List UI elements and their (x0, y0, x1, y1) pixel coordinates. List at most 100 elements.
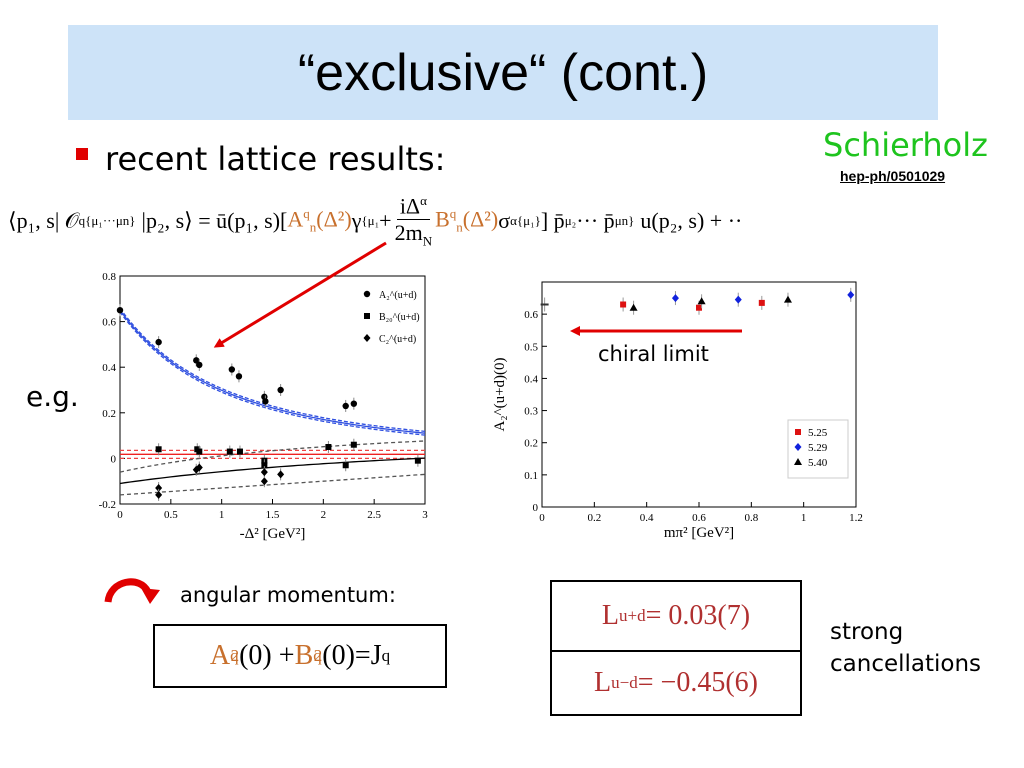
data-point (260, 477, 268, 486)
x-axis-label: mπ² [GeV²] (664, 525, 734, 541)
data-point (342, 402, 349, 410)
x-tick-label: 0 (117, 509, 123, 521)
data-point (847, 290, 855, 299)
x-tick-label: 0.8 (744, 512, 758, 524)
c2-fit-curve (119, 457, 426, 485)
formula-sigma-sub: α{μ₁} (510, 213, 541, 228)
strong-line-1: strong (830, 619, 904, 645)
bullet-text: recent lattice results: (105, 140, 446, 178)
formula-b-term: Bqn(Δ²) (435, 206, 499, 235)
legend-marker (795, 429, 801, 435)
y-tick-label: 0.1 (524, 470, 538, 482)
c2-band-upper (119, 440, 426, 473)
data-point (696, 304, 702, 311)
data-point (350, 441, 357, 448)
x-tick-label: 0.2 (587, 512, 601, 524)
data-point (196, 361, 203, 369)
c2-band-lower (119, 473, 426, 496)
formula-lhs-tail: |p₂, s⟩ = ū(p₁, s)[ (141, 208, 288, 233)
x-tick-label: 2 (321, 509, 327, 521)
legend-marker (794, 443, 802, 451)
formula-gamma-sub: {μ₁ (361, 213, 380, 228)
data-point (195, 463, 203, 472)
x-tick-label: 3 (422, 509, 428, 521)
y-tick-label: 0.8 (102, 271, 116, 283)
x-tick-label: 0.4 (640, 512, 654, 524)
x-tick-label: 1.5 (266, 509, 280, 521)
data-point (629, 303, 638, 311)
chiral-extrapolation-chart: 0 0.2 0.4 0.6 0.8 1 1.200.10.20.30.40.50.6mπ² … (492, 281, 863, 541)
data-point (155, 446, 162, 453)
formula-tail-end: u(p₂, s) + ·· (640, 208, 743, 233)
formula-lhs-sub: {μ₁···μn} (85, 213, 136, 228)
x-tick-label: 0.6 (692, 512, 706, 524)
formula-lhs: ⟨p₁, s| 𝒪 (8, 208, 79, 233)
data-point (277, 470, 285, 479)
formula-arrow (213, 241, 387, 348)
legend-label: 5.29 (808, 442, 828, 454)
data-point (697, 297, 706, 305)
data-point (261, 462, 268, 469)
data-point (235, 373, 243, 380)
legend-marker (364, 313, 370, 319)
data-point (325, 444, 332, 450)
y-tick-label: 0.4 (524, 373, 538, 385)
curved-arrow-icon (104, 578, 152, 603)
x-tick-label: 0.5 (164, 509, 178, 521)
x-tick-label: 1.2 (849, 512, 863, 524)
y-tick-label: 0 (533, 502, 539, 514)
legend-marker (363, 334, 371, 342)
data-point (155, 484, 163, 493)
data-point (758, 299, 765, 306)
data-point (228, 366, 236, 373)
data-point (155, 338, 162, 346)
data-point (196, 448, 203, 455)
x-axis-label: -Δ² [GeV²] (240, 526, 306, 542)
bullet-icon (76, 148, 88, 160)
formula-lhs-sup: q (78, 213, 86, 228)
x-tick-label: 0 (539, 512, 545, 524)
author-name: Schierholz (823, 126, 988, 164)
data-point (155, 490, 163, 499)
x-tick-label: 2.5 (367, 509, 381, 521)
formula-tail-sub1: μ₂ (564, 213, 577, 228)
chiral-limit-label: chiral limit (598, 342, 709, 366)
x-tick-label: 1 (219, 509, 225, 521)
formula-fraction: iΔα 2mN (394, 192, 433, 249)
reference-link[interactable]: hep-ph/0501029 (840, 168, 946, 184)
y-tick-label: 0.3 (524, 406, 538, 418)
strong-line-2: cancellations (830, 651, 982, 677)
data-point (350, 400, 358, 407)
y-tick-label: 0.4 (102, 362, 116, 374)
y-tick-label: 0.6 (524, 309, 538, 321)
data-point (116, 307, 124, 314)
data-point (414, 457, 421, 464)
strong-cancellations-text: strong cancellations (830, 616, 981, 680)
legend-label: 5.25 (808, 427, 828, 439)
formula-sigma: σ (498, 208, 511, 233)
legend-label: 5.40 (808, 457, 828, 469)
data-point (226, 448, 233, 455)
y-tick-label: 0.2 (102, 408, 116, 420)
formula-a-term: Aqn(Δ²) (287, 206, 352, 235)
legend-marker (363, 290, 371, 298)
x-tick-label: 1 (801, 512, 807, 524)
formula-tail: ] p̄ (540, 208, 565, 233)
data-point (734, 295, 742, 304)
legend-label: B₂₀^(u+d) (379, 312, 420, 323)
y-tick-label: -0.2 (99, 499, 116, 511)
data-point (783, 295, 792, 303)
legend-label: C₂^(u+d) (379, 334, 416, 345)
data-point (262, 398, 269, 405)
y-axis-label: A₂^(u+d)(0) (492, 357, 508, 431)
data-point (192, 465, 200, 474)
y-tick-label: 0 (111, 453, 117, 465)
data-point (342, 462, 349, 469)
title-bar: “exclusive“ (cont.) (68, 25, 938, 120)
y-tick-label: 0.6 (102, 317, 116, 329)
y-tick-label: 0.2 (524, 438, 538, 450)
